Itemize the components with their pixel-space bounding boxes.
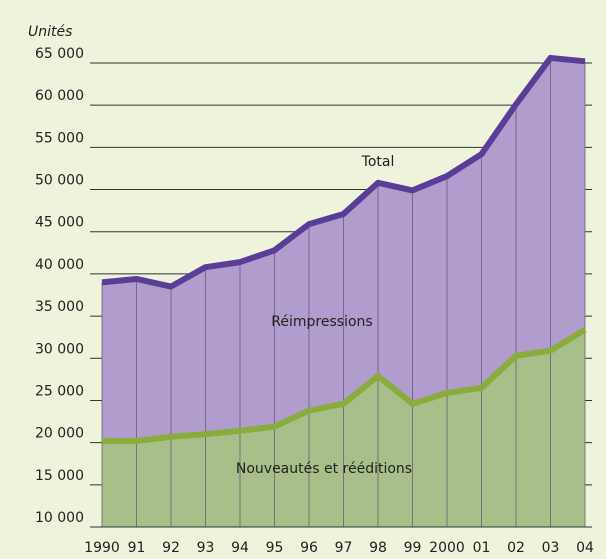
series-label: Total: [361, 154, 395, 170]
x-tick-label: 02: [507, 540, 525, 556]
x-tick-label: 03: [542, 540, 560, 556]
x-tick-label: 92: [162, 540, 180, 556]
x-tick-label: 93: [197, 540, 215, 556]
x-tick-label: 91: [128, 540, 146, 556]
x-tick-label: 95: [266, 540, 284, 556]
y-tick-label: 55 000: [35, 130, 84, 146]
y-tick-label: 60 000: [35, 88, 84, 104]
y-axis-label: Unités: [28, 24, 72, 40]
area-label: Réimpressions: [271, 314, 372, 330]
y-tick-label: 65 000: [35, 46, 84, 62]
y-tick-label: 20 000: [35, 426, 84, 442]
series-label: Nouveautés et rééditions: [236, 461, 412, 477]
y-tick-label: 35 000: [35, 299, 84, 315]
y-tick-label: 15 000: [35, 468, 84, 484]
x-tick-label: 98: [369, 540, 387, 556]
x-tick-label: 94: [231, 540, 249, 556]
x-tick-label: 1990: [84, 540, 120, 556]
x-tick-label: 99: [404, 540, 422, 556]
y-tick-label: 45 000: [35, 215, 84, 231]
y-tick-label: 25 000: [35, 383, 84, 399]
y-tick-label: 50 000: [35, 173, 84, 189]
x-tick-label: 96: [300, 540, 318, 556]
x-tick-label: 97: [335, 540, 353, 556]
total-line: [101, 54, 586, 290]
x-tick-label: 04: [576, 540, 594, 556]
new-line: [102, 327, 587, 444]
x-tick-label: 2000: [429, 540, 465, 556]
y-tick-label: 30 000: [35, 341, 84, 357]
x-tick-label: 01: [473, 540, 491, 556]
y-tick-label: 40 000: [35, 257, 84, 273]
y-tick-label: 10 000: [35, 510, 84, 526]
